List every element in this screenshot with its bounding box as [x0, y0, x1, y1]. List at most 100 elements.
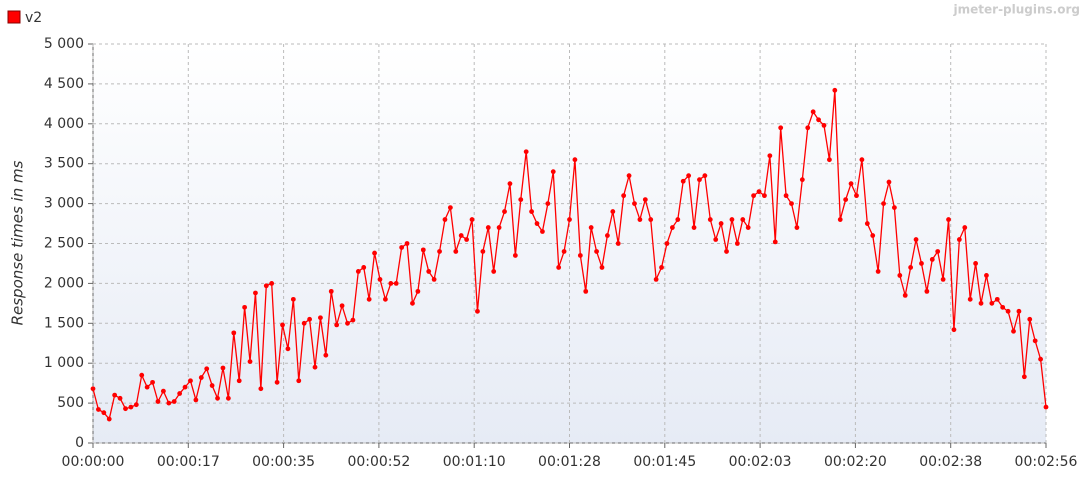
x-tick-label: 00:00:35 — [252, 454, 315, 470]
data-point — [615, 241, 621, 246]
y-tick-label: 4 000 — [44, 116, 84, 132]
y-tick-label: 0 — [75, 435, 84, 451]
y-tick-label: 5 000 — [44, 36, 84, 52]
data-point — [112, 392, 118, 398]
data-point — [447, 205, 453, 210]
data-point — [978, 300, 984, 306]
data-point — [707, 217, 713, 222]
data-point — [913, 237, 919, 242]
data-point — [751, 193, 757, 199]
data-point — [702, 173, 708, 179]
x-tick-label: 00:00:52 — [347, 454, 410, 470]
data-point — [236, 378, 242, 384]
data-point — [301, 320, 307, 326]
data-point — [572, 157, 578, 163]
watermark: jmeter-plugins.org — [953, 3, 1080, 17]
data-point — [605, 233, 610, 238]
data-point — [545, 201, 551, 207]
data-point — [984, 273, 989, 278]
data-point — [772, 239, 778, 245]
data-point — [193, 397, 199, 403]
data-point — [480, 249, 486, 254]
data-point — [864, 221, 870, 226]
data-point — [518, 197, 524, 203]
data-point — [1021, 374, 1027, 380]
x-tick-label: 00:01:45 — [633, 454, 696, 470]
x-tick-label: 00:01:28 — [538, 454, 601, 470]
data-point — [626, 173, 632, 179]
data-point — [653, 277, 659, 282]
data-point — [101, 410, 107, 416]
data-point — [734, 241, 740, 246]
data-point — [697, 177, 702, 183]
data-point — [225, 395, 231, 401]
data-point — [956, 237, 962, 242]
data-point — [729, 217, 735, 222]
data-point — [150, 379, 155, 385]
y-axis-label: Response times in ms — [9, 160, 27, 325]
data-point — [854, 193, 859, 199]
data-point — [881, 201, 886, 207]
data-point — [491, 269, 497, 274]
data-point — [231, 330, 237, 336]
y-tick-label: 3 500 — [44, 156, 84, 172]
data-point — [431, 277, 437, 282]
data-point — [534, 221, 540, 226]
data-point — [762, 193, 767, 199]
data-point — [1027, 316, 1033, 322]
data-point — [1038, 356, 1043, 362]
data-point — [393, 281, 399, 286]
data-point — [204, 366, 210, 372]
data-point — [512, 253, 518, 258]
data-point — [799, 177, 805, 183]
data-point — [198, 375, 204, 380]
data-point — [886, 179, 892, 185]
data-point — [372, 250, 377, 256]
data-point — [599, 265, 605, 270]
x-tick-label: 00:02:38 — [919, 454, 982, 470]
data-point — [334, 322, 340, 328]
data-point — [117, 395, 123, 401]
y-tick-label: 2 000 — [44, 275, 84, 291]
data-point — [935, 249, 941, 254]
data-point — [328, 288, 334, 294]
data-point — [323, 352, 329, 358]
data-point — [967, 296, 973, 302]
data-point — [973, 261, 979, 266]
data-point — [994, 296, 1000, 302]
data-point — [929, 257, 935, 262]
data-point — [827, 157, 832, 163]
data-point — [540, 229, 545, 234]
data-point — [160, 388, 166, 394]
data-point — [686, 173, 692, 179]
y-tick-label: 3 000 — [44, 196, 84, 212]
data-point — [724, 249, 729, 254]
data-point — [675, 217, 681, 222]
legend-swatch — [7, 10, 21, 24]
data-point — [875, 269, 881, 274]
data-point — [188, 378, 193, 384]
data-point — [1005, 308, 1011, 314]
data-point — [523, 149, 529, 155]
data-point — [285, 346, 291, 352]
data-point — [215, 395, 220, 401]
data-point — [594, 249, 599, 254]
data-point — [962, 225, 968, 230]
data-point — [420, 247, 426, 253]
data-point — [588, 225, 594, 230]
data-point — [745, 225, 751, 230]
data-point — [366, 296, 372, 302]
data-point — [106, 416, 112, 422]
data-point — [989, 300, 995, 306]
x-tick-label: 00:02:20 — [824, 454, 887, 470]
data-point — [577, 253, 583, 258]
data-point — [583, 288, 589, 294]
data-point — [128, 404, 134, 410]
data-point — [908, 265, 914, 270]
data-point — [832, 87, 838, 93]
data-point — [144, 384, 150, 390]
y-tick-label: 500 — [57, 395, 84, 411]
data-point — [209, 383, 215, 388]
data-point — [339, 303, 345, 309]
